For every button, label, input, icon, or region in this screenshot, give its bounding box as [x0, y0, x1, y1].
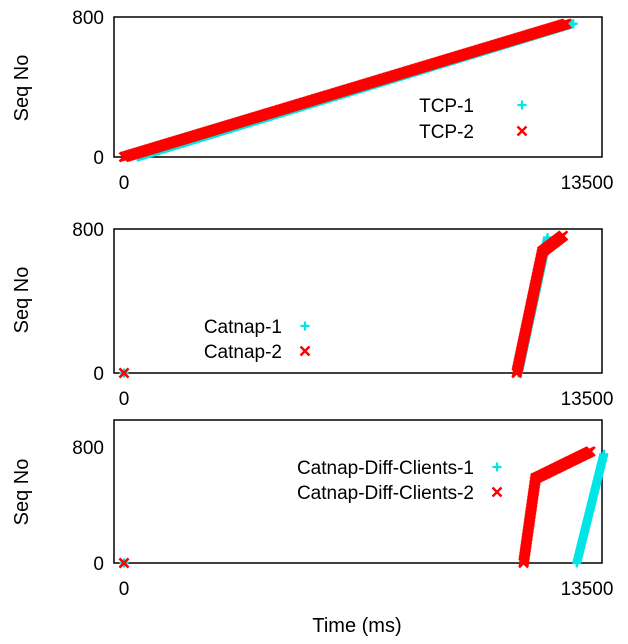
- panel-3-series-2-point: [118, 557, 130, 569]
- panel-1-legend-marker-1: [517, 100, 527, 110]
- panel-2-legend-symbol-1: [300, 321, 310, 331]
- panel-1-ytick-max: 800: [72, 8, 104, 29]
- x-axis-label: Time (ms): [312, 615, 401, 637]
- panel-3: Seq No 800 0 0 13500 Catnap-Diff-Clients…: [11, 419, 614, 600]
- panel-1-legend-label-1: TCP-1: [419, 96, 474, 117]
- panel-1-series-2-point: [561, 18, 572, 30]
- panel-3-ylabel: Seq No: [11, 459, 33, 526]
- panel-1-xtick-max: 13500: [561, 173, 614, 194]
- panel-3-legend-label-1: Catnap-Diff-Clients-1: [297, 458, 474, 479]
- panel-3-marks: [118, 446, 609, 569]
- panel-1-legend-label-2: TCP-2: [419, 122, 474, 143]
- panel-2-series-2-point: [557, 230, 569, 242]
- panel-2-ylabel: Seq No: [11, 267, 33, 334]
- panel-2-xtick-min: 0: [119, 389, 130, 410]
- panel-3-ytick-min: 0: [93, 554, 104, 575]
- panel-2-xtick-max: 13500: [561, 389, 614, 410]
- panel-2-legend-symbol-2: [299, 345, 311, 357]
- panel-3-frame: [113, 419, 603, 564]
- panel-2: Seq No 800 0 0 13500 Catnap-1 Catnap-2: [11, 220, 613, 410]
- panel-3-legend-marker-2: [491, 486, 503, 498]
- panel-3-legend-label-2: Catnap-Diff-Clients-2: [297, 483, 474, 504]
- panel-1-series-1-point: [568, 19, 578, 29]
- panel-2-legend-label-1: Catnap-1: [204, 317, 282, 338]
- panel-2-legend-marker-2: [299, 345, 311, 357]
- panel-2-ytick-min: 0: [93, 364, 104, 385]
- panel-3-xtick-min: 0: [119, 579, 130, 600]
- panel-1-frame: [113, 16, 603, 158]
- panel-2-frame: [113, 228, 603, 374]
- panel-3-series-1-point: [599, 449, 609, 459]
- panel-3-ytick-max: 800: [72, 438, 104, 459]
- panel-3-xtick-max: 13500: [561, 579, 614, 600]
- panel-3-legend-symbol-2: [491, 486, 503, 498]
- panel-2-ytick-max: 800: [72, 220, 104, 241]
- panel-3-legend-symbol-1: [492, 462, 502, 472]
- panel-1-legend-symbol-2: [516, 125, 528, 137]
- panel-2-marks: [118, 230, 569, 379]
- panel-2-legend-marker-1: [300, 321, 310, 331]
- panel-1-xtick-min: 0: [119, 173, 130, 194]
- panel-1-legend-symbol-1: [517, 100, 527, 110]
- panel-1-ytick-min: 0: [93, 148, 104, 169]
- panel-1-ylabel: Seq No: [11, 55, 33, 122]
- panel-1: Seq No 800 0 0 13500 TCP-1 TCP-2: [11, 8, 613, 194]
- panel-1-legend-marker-2: [516, 125, 528, 137]
- panel-2-series-2-point: [118, 367, 130, 379]
- panel-2-legend-label-2: Catnap-2: [204, 342, 282, 363]
- panel-3-series-2-point: [585, 446, 596, 457]
- panel-1-marks: [118, 18, 578, 163]
- panel-3-legend-marker-1: [492, 462, 502, 472]
